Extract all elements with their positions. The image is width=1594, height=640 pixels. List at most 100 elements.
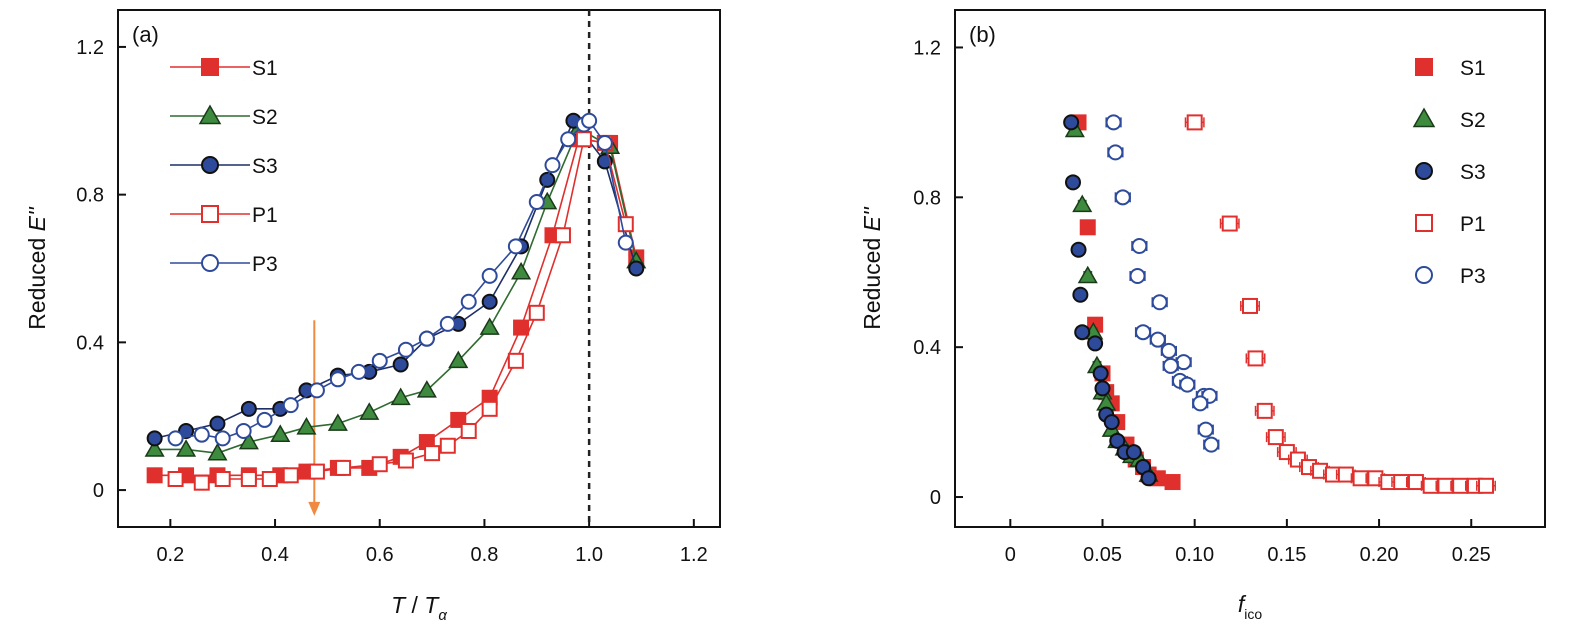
data-point [176, 439, 197, 457]
series-P1 [167, 131, 634, 491]
data-point [270, 424, 291, 442]
data-point [439, 315, 456, 332]
data-point [193, 426, 210, 443]
data-point [207, 442, 228, 461]
data-point [1125, 444, 1142, 461]
data-point [528, 194, 545, 211]
data-point [392, 356, 409, 373]
data-point [235, 422, 252, 439]
legend-marker [201, 58, 219, 76]
data-point [560, 131, 577, 148]
legend-marker [201, 156, 219, 174]
data-point [1197, 421, 1214, 438]
data-point [507, 352, 524, 369]
data-point [1070, 241, 1087, 258]
data-point [1186, 114, 1203, 131]
data-point [507, 238, 524, 255]
x-tick-label: 0.8 [471, 544, 499, 566]
data-point [144, 439, 165, 457]
data-point [1109, 432, 1126, 449]
panel-b: 0 0.05 0.10 0.15 0.20 0.25 0 0.4 0.8 1.2 (b) fico Re… [859, 9, 1546, 622]
legend-label: S1 [252, 57, 278, 80]
data-point [581, 112, 598, 129]
data-point [296, 417, 317, 435]
x-axis-label: T / Tα [391, 592, 447, 624]
plot-frame [117, 9, 721, 528]
data-point [1242, 297, 1258, 314]
legend-label: P1 [252, 204, 278, 227]
data-point [481, 400, 498, 417]
data-point [1151, 294, 1168, 311]
data-point [1063, 114, 1080, 131]
y-tick-label: 0.8 [76, 185, 104, 207]
series-P1 [1184, 114, 1496, 494]
x-tick-label: 1.2 [680, 544, 708, 566]
legend-marker [1412, 107, 1436, 128]
data-point [1164, 474, 1181, 491]
data-point [214, 430, 231, 447]
data-point [1267, 429, 1284, 446]
panel-a: 0.2 0.4 0.6 0.8 1.0 1.2 0 0.4 0.8 1.2 (a) T / Tα Red… [24, 9, 721, 624]
x-tick-label: 0.20 [1360, 544, 1399, 566]
series-line [154, 138, 638, 477]
data-point [1079, 219, 1096, 236]
data-point [418, 330, 435, 347]
data-point [596, 134, 613, 151]
data-point [575, 131, 592, 148]
legend-label: P3 [1460, 265, 1486, 288]
data-point [261, 470, 278, 487]
data-point [308, 382, 325, 399]
y-tick-label: 0.8 [913, 187, 941, 209]
legend-marker [1415, 58, 1433, 76]
data-point [350, 363, 367, 380]
data-point [448, 350, 469, 369]
data-point [1221, 215, 1238, 232]
y-tick-label: 0.4 [913, 337, 941, 359]
legend-marker [1415, 162, 1433, 180]
data-point [240, 470, 257, 487]
x-tick-label: 0.2 [156, 544, 184, 566]
data-point [193, 474, 210, 491]
data-point [1160, 342, 1177, 359]
data-point [256, 411, 273, 428]
legend-marker [1415, 214, 1433, 232]
series-P3 [167, 112, 634, 447]
data-point [544, 157, 561, 174]
data-point [1114, 189, 1131, 206]
data-point [1072, 194, 1093, 213]
series-line [154, 119, 638, 440]
panel-label: (a) [132, 22, 159, 47]
series-P3 [1105, 114, 1220, 453]
data-point [513, 319, 530, 336]
data-point [1135, 324, 1152, 341]
y-tick-label: 0 [930, 487, 941, 509]
data-point [1065, 174, 1081, 191]
data-point [240, 400, 257, 417]
legend-marker [1415, 266, 1433, 284]
data-point [1129, 267, 1146, 284]
series-S3 [1063, 114, 1157, 487]
plot-frame [954, 9, 1546, 528]
data-point [1087, 335, 1104, 352]
legend-label: S3 [1460, 161, 1486, 184]
x-tick-label: 0 [1005, 544, 1016, 566]
data-point [1149, 331, 1166, 348]
data-point [238, 431, 259, 450]
data-point [308, 463, 325, 480]
data-point [214, 470, 231, 487]
y-axis-label: Reduced E'' [859, 206, 885, 330]
data-point [1107, 144, 1124, 161]
x-tick-label: 0.15 [1267, 544, 1306, 566]
data-point [1140, 470, 1157, 487]
data-point [481, 267, 498, 284]
data-point [539, 171, 556, 188]
data-point [167, 430, 184, 447]
data-point [511, 261, 532, 280]
data-point [1192, 395, 1209, 412]
data-point [1074, 324, 1091, 341]
data-point [282, 467, 299, 484]
data-point [282, 397, 299, 414]
x-tick-label: 0.4 [261, 544, 289, 566]
